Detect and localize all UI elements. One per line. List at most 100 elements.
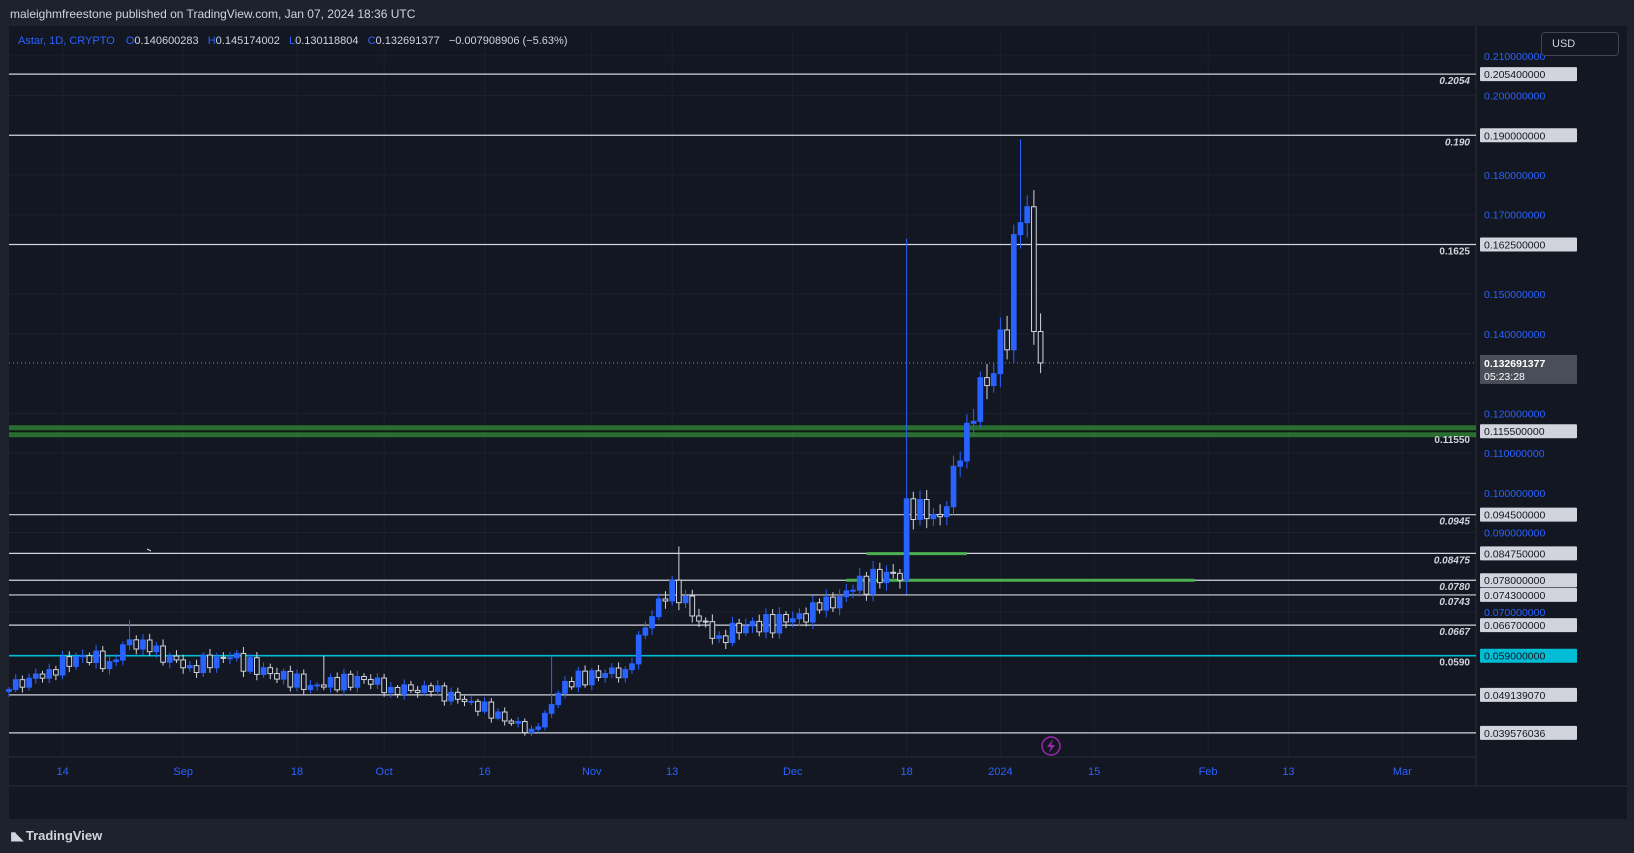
price-level-chart-label: 0.2054	[1439, 76, 1470, 87]
candle-body	[294, 673, 300, 688]
close-value: 0.132691377	[375, 35, 440, 47]
candle-body	[1037, 331, 1044, 364]
price-axis-level-box	[1480, 128, 1577, 143]
candle-body	[883, 571, 890, 584]
candle-body	[414, 689, 421, 693]
lightning-icon	[1041, 736, 1061, 756]
candle-body	[843, 590, 850, 598]
candle-body	[320, 684, 327, 688]
price-level-chart-label: 0.0780	[1439, 582, 1470, 593]
candle-body	[863, 575, 870, 595]
candle-body	[481, 701, 488, 712]
candle-body	[59, 656, 66, 676]
tradingview-logo-icon: ▮◣	[10, 829, 24, 843]
price-axis-level-label: 0.074300000	[1484, 590, 1545, 602]
candle-body	[662, 598, 669, 602]
price-axis-tick: 0.110000000	[1484, 448, 1545, 460]
candle-body	[943, 506, 950, 518]
price-axis-level-label: 0.115500000	[1484, 426, 1545, 438]
price-axis-tick: 0.120000000	[1484, 408, 1545, 420]
candle-body	[1031, 206, 1037, 333]
ohlc-legend[interactable]: Astar, 1D, CRYPTO O0.140600283 H0.145174…	[18, 35, 573, 47]
price-level-chart-label: 0.0667	[1439, 627, 1470, 638]
candle-body	[495, 711, 501, 719]
publish-info: maleighmfreestone published on TradingVi…	[10, 7, 416, 21]
candle-body	[957, 460, 964, 467]
candle-body	[588, 670, 595, 686]
candle-body	[515, 721, 521, 724]
candle-body	[763, 614, 769, 633]
candle-body	[254, 657, 260, 675]
candle-body	[702, 620, 709, 623]
low-value: 0.130118804	[295, 35, 359, 47]
candle-body	[823, 596, 830, 611]
candle-body	[93, 650, 99, 663]
price-axis-tick: 0.100000000	[1484, 488, 1545, 500]
candle-body	[180, 659, 187, 669]
candle-body	[756, 620, 763, 633]
symbol-label[interactable]: Astar, 1D, CRYPTO	[18, 35, 115, 47]
candle-body	[609, 667, 615, 675]
candle-body	[950, 465, 957, 508]
candle-body	[133, 639, 140, 650]
candle-body	[736, 622, 742, 634]
candle-body	[669, 579, 676, 602]
drawing-mark	[146, 548, 152, 552]
candle-body	[977, 377, 984, 422]
currency-button[interactable]: USD	[1541, 32, 1619, 56]
candle-body	[207, 654, 213, 669]
candle-body	[475, 700, 481, 712]
candle-body	[964, 422, 970, 462]
price-axis-level-box	[1480, 507, 1577, 522]
price-level-chart-label: 0.0590	[1439, 658, 1470, 669]
candle-body	[535, 726, 542, 730]
candle-body	[997, 329, 1004, 375]
price-axis-level-label: 0.205400000	[1484, 69, 1545, 81]
time-axis-tick: 13	[666, 766, 678, 778]
candle-body	[126, 639, 133, 646]
candle-body	[153, 645, 160, 653]
candle-body	[615, 667, 622, 679]
price-level-chart-label: 0.190	[1445, 137, 1470, 148]
candle-body	[73, 656, 79, 667]
price-axis-level-label: 0.066700000	[1484, 620, 1545, 632]
candle-body	[856, 575, 863, 591]
candle-body	[314, 684, 320, 687]
tradingview-logo[interactable]: ▮◣ TradingView	[10, 828, 102, 843]
price-axis-tick: 0.180000000	[1484, 170, 1545, 182]
time-axis-tick: Nov	[582, 766, 602, 778]
candle-body	[280, 670, 287, 680]
candle-body	[267, 667, 274, 675]
candle-body	[642, 627, 649, 636]
price-axis-tick: 0.200000000	[1484, 91, 1545, 103]
candle-body	[300, 673, 307, 690]
current-price-label: 0.132691377	[1484, 358, 1545, 370]
time-axis-tick: 18	[900, 766, 912, 778]
candle-body	[923, 499, 930, 520]
candle-body	[428, 685, 434, 692]
candle-body	[789, 618, 796, 623]
candle-body	[381, 677, 387, 694]
candle-body	[743, 625, 749, 634]
candle-body	[287, 670, 294, 688]
candle-body	[990, 373, 997, 387]
candle-body	[408, 684, 414, 691]
price-axis-layer: 0.205400000 0.190000000 0.162500000 0.11550…	[1480, 51, 1577, 740]
time-axis-tick: Feb	[1199, 766, 1218, 778]
candle-body	[187, 665, 193, 669]
price-axis-tick: 0.140000000	[1484, 329, 1545, 341]
candle-body	[274, 673, 280, 680]
candle-body	[173, 655, 180, 661]
candle-body	[140, 639, 146, 650]
price-axis-level-box	[1480, 573, 1577, 588]
candle-body	[769, 614, 776, 634]
price-level-chart-label: 0.08475	[1434, 555, 1471, 566]
open-value: 0.140600283	[134, 35, 199, 47]
price-axis-tick: 0.090000000	[1484, 528, 1545, 540]
time-axis-tick: 13	[1282, 766, 1294, 778]
time-axis-tick: Oct	[376, 766, 393, 778]
candle-body	[676, 579, 682, 604]
candle-body	[461, 698, 468, 703]
open-key: O	[125, 35, 135, 47]
